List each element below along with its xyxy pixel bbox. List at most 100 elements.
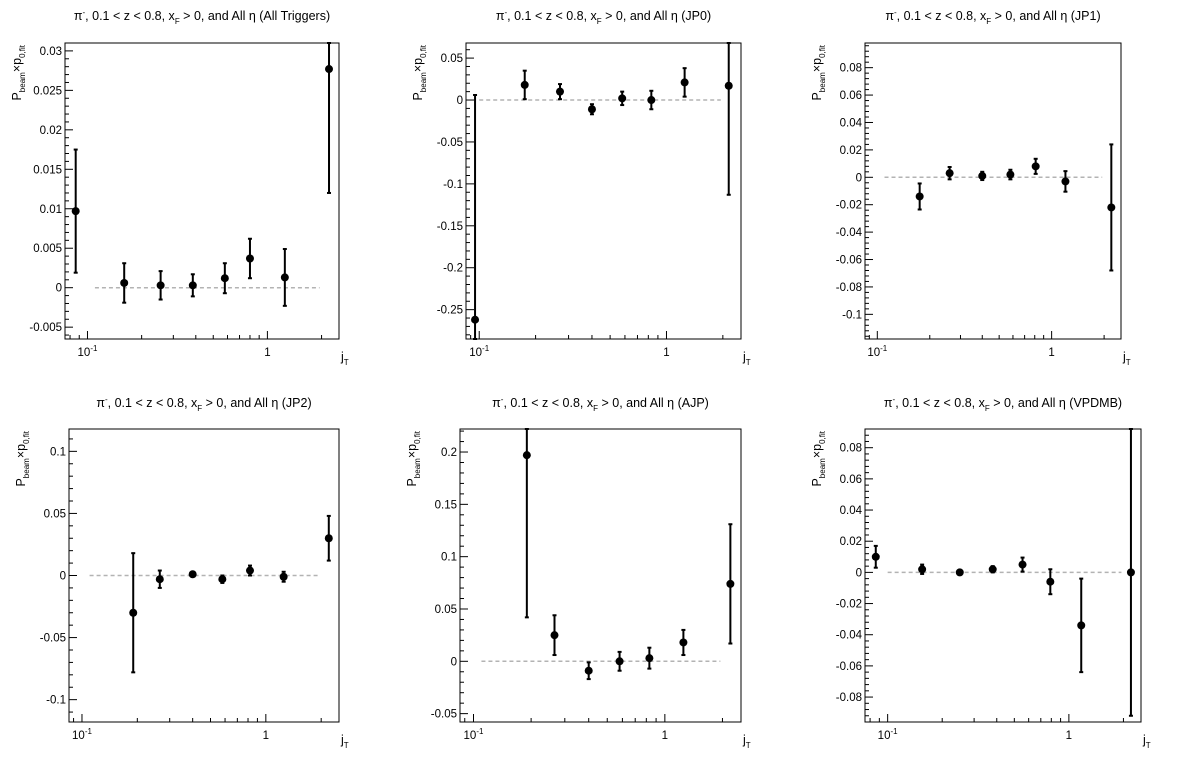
- data-marker: [280, 273, 289, 282]
- data-marker: [618, 94, 627, 103]
- data-marker: [325, 65, 334, 74]
- data-marker: [71, 207, 80, 216]
- data-point: [520, 69, 529, 101]
- data-point: [71, 148, 80, 274]
- data-marker: [1077, 621, 1086, 630]
- data-point: [324, 514, 333, 562]
- data-marker: [120, 278, 129, 287]
- data-marker: [1126, 568, 1135, 577]
- data-point: [584, 661, 593, 681]
- x-tick-label: 1: [1066, 730, 1072, 742]
- x-tick-label: 1: [662, 730, 668, 742]
- data-point: [724, 42, 733, 196]
- data-point: [1046, 568, 1055, 596]
- y-axis-label: Pbeam×p0,fit: [10, 44, 27, 100]
- data-point: [1061, 170, 1070, 193]
- data-marker: [988, 565, 997, 574]
- data-marker: [188, 570, 197, 579]
- x-axis-label: jT: [742, 733, 751, 750]
- y-tick-label: 0.05: [44, 508, 66, 520]
- data-point: [522, 428, 531, 619]
- data-marker: [471, 315, 480, 324]
- y-tick-label: 0: [60, 571, 66, 583]
- y-tick-label: -0.08: [836, 282, 862, 294]
- data-point: [325, 42, 334, 194]
- data-marker: [645, 654, 654, 663]
- data-point: [156, 270, 165, 301]
- y-tick-label: 0: [451, 656, 457, 668]
- y-tick-label: 0.08: [840, 443, 862, 455]
- data-point: [120, 262, 129, 304]
- chart-panel-5: π-, 0.1 < z < 0.8, xF > 0, and All η (AJ…: [405, 395, 751, 750]
- y-tick-label: -0.02: [836, 599, 862, 611]
- y-tick-label: -0.15: [437, 221, 463, 233]
- y-axis-label: Pbeam×p0,fit: [810, 44, 827, 100]
- plot-frame: [459, 428, 742, 723]
- y-tick-label: 0.1: [50, 446, 66, 458]
- x-tick-label: 1: [264, 347, 270, 359]
- chart-panel-6: π-, 0.1 < z < 0.8, xF > 0, and All η (VP…: [810, 395, 1151, 750]
- y-tick-label: 0.025: [33, 85, 62, 97]
- data-point: [645, 646, 654, 670]
- data-point: [279, 570, 288, 583]
- plot-frame: [864, 42, 1122, 340]
- data-point: [155, 569, 164, 589]
- data-point: [245, 564, 254, 577]
- y-tick-label: 0.01: [40, 204, 62, 216]
- y-tick-label: 0.04: [840, 505, 863, 517]
- data-marker: [1031, 162, 1040, 171]
- chart-title: π-, 0.1 < z < 0.8, xF > 0, and All η (Al…: [74, 8, 330, 26]
- data-marker: [871, 552, 880, 561]
- y-tick-label: 0: [856, 172, 862, 184]
- data-point: [918, 563, 927, 575]
- data-marker: [245, 254, 254, 263]
- y-axis-label: Pbeam×p0,fit: [411, 44, 428, 100]
- data-point: [1077, 577, 1086, 674]
- y-tick-label: 0.06: [840, 90, 862, 102]
- chart-panel-3: π-, 0.1 < z < 0.8, xF > 0, and All η (JP…: [810, 8, 1131, 367]
- data-marker: [915, 192, 924, 201]
- plot-frame: [64, 42, 340, 340]
- data-marker: [550, 631, 559, 640]
- plot-frame: [465, 42, 742, 340]
- data-point: [618, 90, 627, 107]
- y-axis-label: Pbeam×p0,fit: [405, 430, 422, 486]
- data-marker: [522, 451, 531, 460]
- data-point: [647, 89, 656, 111]
- data-point: [218, 574, 227, 584]
- x-tick-label: 1: [1048, 347, 1054, 359]
- y-tick-label: -0.1: [46, 695, 66, 707]
- x-tick-label: 10-1: [878, 727, 898, 742]
- data-marker: [555, 87, 564, 96]
- data-marker: [188, 281, 197, 290]
- y-tick-label: -0.06: [836, 661, 862, 673]
- data-point: [680, 67, 689, 98]
- x-tick-label: 1: [263, 730, 269, 742]
- data-point: [129, 552, 138, 674]
- data-marker: [945, 169, 954, 178]
- data-point: [188, 570, 197, 579]
- y-axis-label: Pbeam×p0,fit: [14, 430, 31, 486]
- y-tick-label: 0.05: [435, 604, 457, 616]
- y-tick-label: -0.1: [842, 309, 862, 321]
- data-point: [988, 565, 997, 574]
- x-tick-label: 1: [663, 347, 669, 359]
- data-point: [615, 650, 624, 672]
- chart-panel-2: π-, 0.1 < z < 0.8, xF > 0, and All η (JP…: [411, 8, 751, 367]
- data-marker: [584, 666, 593, 675]
- data-point: [550, 614, 559, 657]
- y-tick-label: -0.25: [437, 305, 463, 317]
- data-point: [871, 544, 880, 569]
- data-point: [280, 248, 289, 307]
- y-tick-label: 0.02: [840, 145, 862, 157]
- data-point: [915, 182, 924, 211]
- data-point: [587, 103, 596, 116]
- data-point: [555, 83, 564, 101]
- x-tick-label: 10-1: [464, 727, 484, 742]
- data-marker: [679, 638, 688, 647]
- y-tick-label: 0.015: [33, 164, 62, 176]
- y-tick-label: -0.05: [437, 137, 463, 149]
- data-marker: [1061, 177, 1070, 186]
- data-marker: [615, 657, 624, 666]
